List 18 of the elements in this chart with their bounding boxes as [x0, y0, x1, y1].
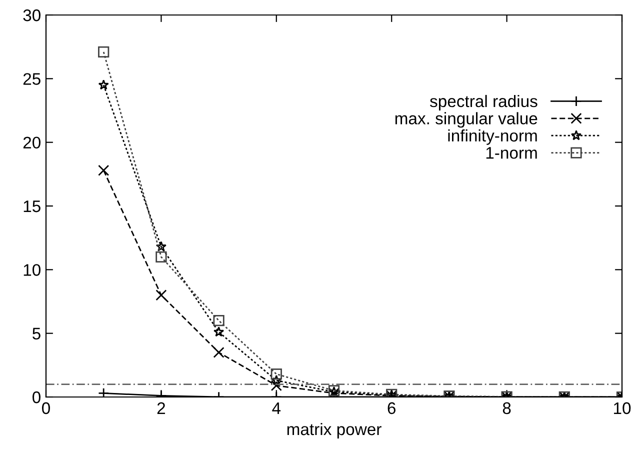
legend-label: max. singular value: [395, 112, 538, 128]
x-axis-title: matrix power: [287, 422, 382, 438]
x-tick-label: 10: [614, 402, 631, 414]
x-tick-label: 6: [388, 402, 396, 414]
legend-label: 1-norm: [486, 147, 537, 159]
y-tick-label: 15: [24, 200, 40, 212]
x-tick-label: 4: [272, 402, 281, 414]
y-tick-label: 5: [32, 328, 40, 340]
legend-label: spectral radius: [430, 94, 538, 110]
x-tick-label: 2: [157, 402, 165, 414]
x-tick-label: 8: [502, 402, 511, 414]
y-tick-label: 0: [32, 391, 40, 404]
y-tick-label: 25: [23, 73, 40, 85]
y-tick-label: 20: [23, 136, 40, 149]
y-tick-label: 30: [23, 9, 40, 22]
x-tick-label: 0: [42, 402, 50, 414]
y-tick-label: 10: [24, 264, 40, 276]
legend-label: infinity-norm: [448, 129, 537, 145]
